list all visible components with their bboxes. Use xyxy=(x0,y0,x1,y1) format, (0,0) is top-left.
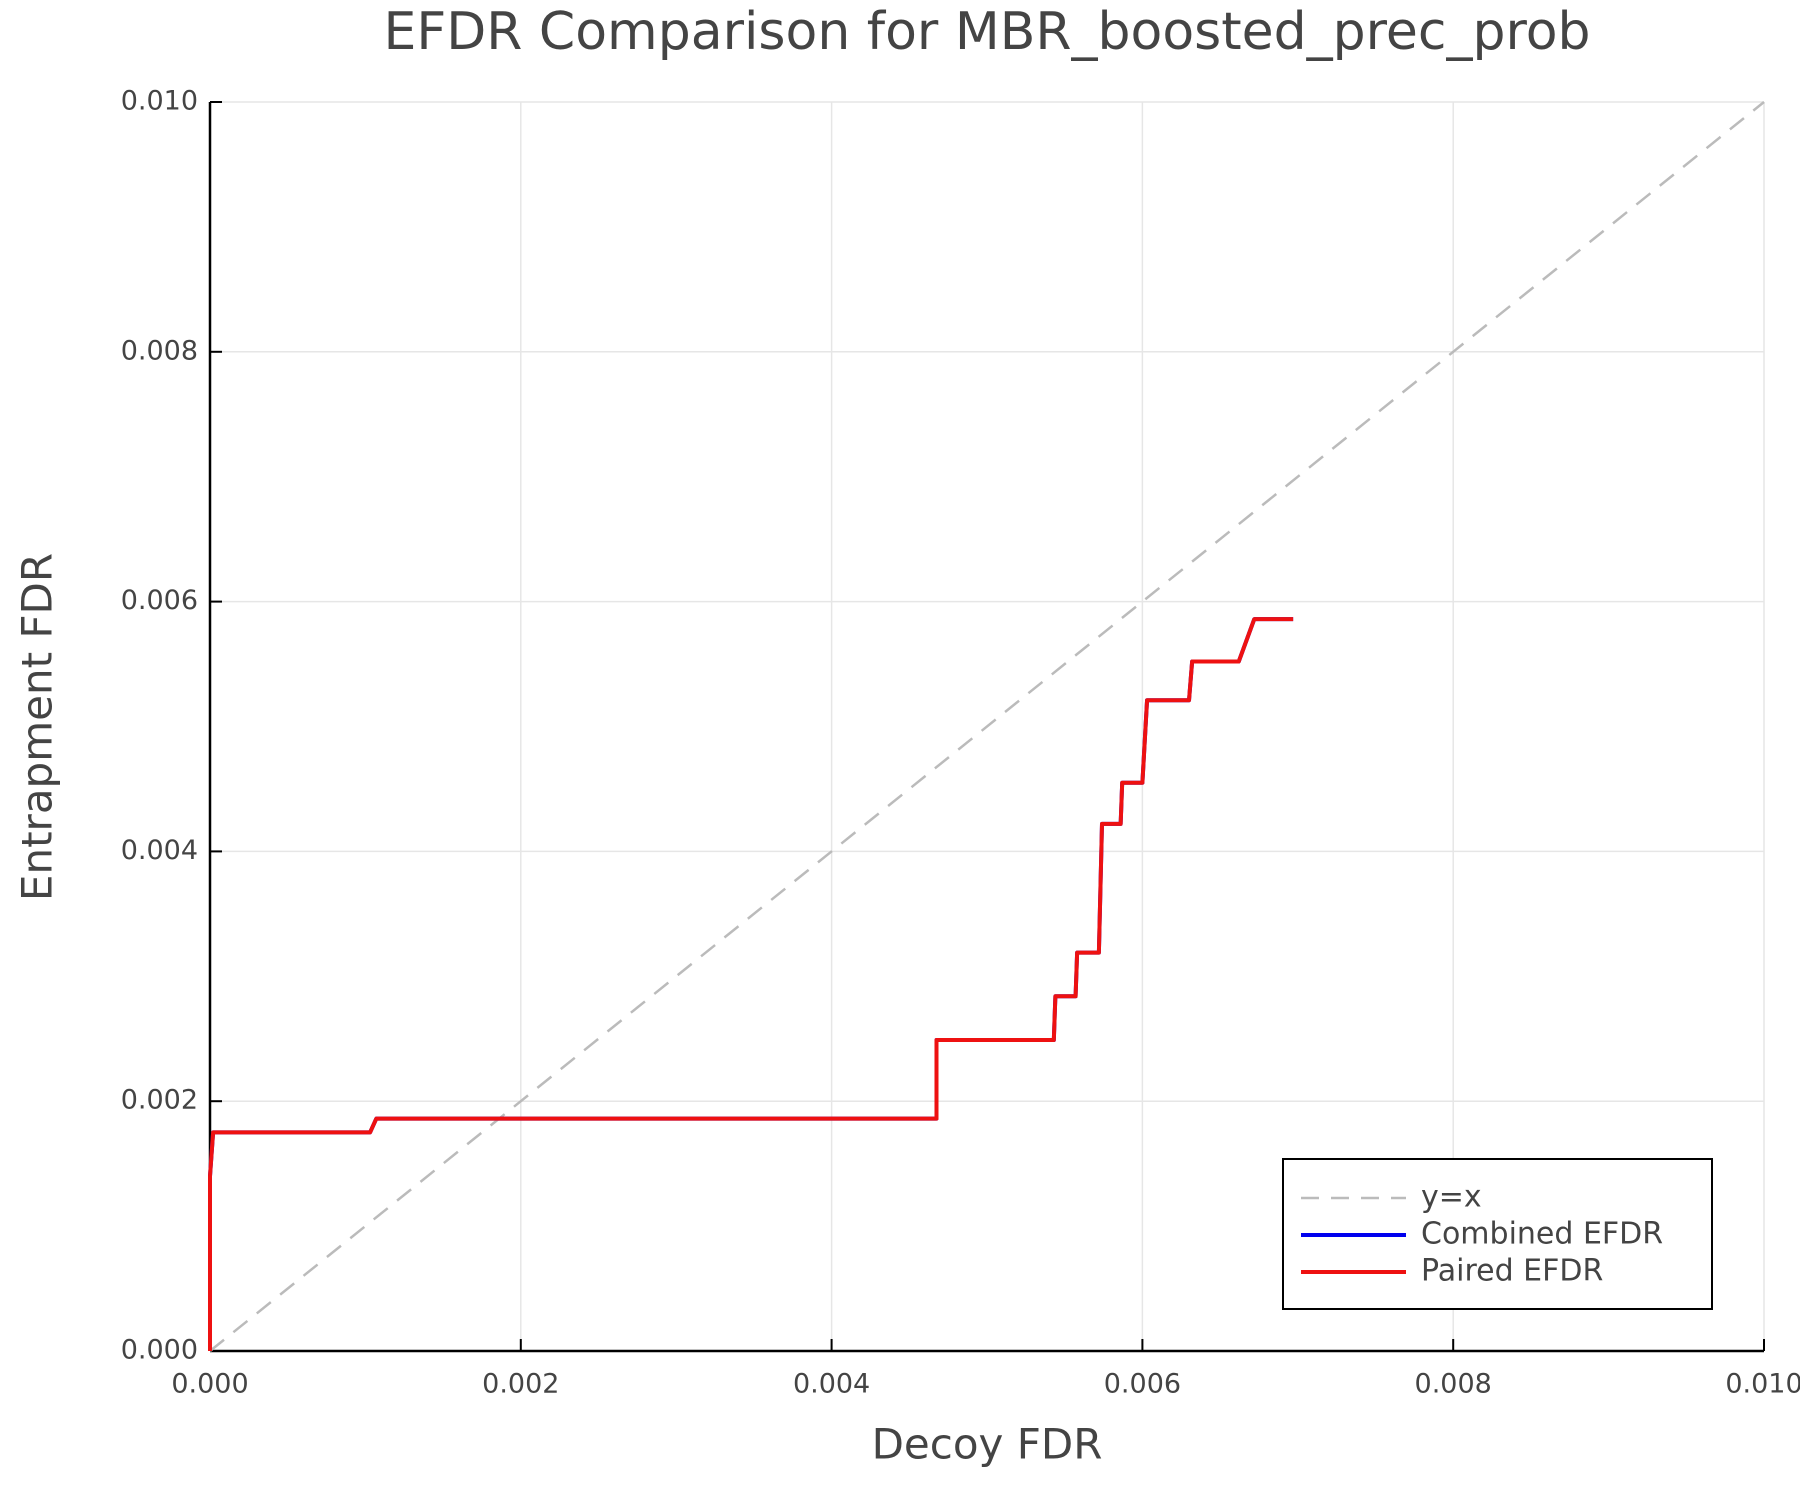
x-tick-label: 0.006 xyxy=(1104,1369,1181,1400)
x-tick-label: 0.008 xyxy=(1415,1369,1492,1400)
series-line xyxy=(208,617,1294,1351)
series-line xyxy=(209,101,1765,1352)
y-tick-label: 0.004 xyxy=(121,835,198,866)
y-tick-label: 0.006 xyxy=(121,585,198,616)
series-line xyxy=(208,617,1294,1351)
x-tick-label: 0.000 xyxy=(171,1369,248,1400)
x-tick-label: 0.002 xyxy=(482,1369,559,1400)
x-tick-label: 0.004 xyxy=(793,1369,870,1400)
chart-title: EFDR Comparison for MBR_boosted_prec_pro… xyxy=(383,2,1590,62)
y-tick-label: 0.010 xyxy=(121,86,198,117)
legend-label: Combined EFDR xyxy=(1421,1217,1663,1252)
y-axis-label: Entrapment FDR xyxy=(13,553,62,901)
y-tick-label: 0.008 xyxy=(121,335,198,366)
x-axis-label: Decoy FDR xyxy=(872,1420,1103,1469)
x-tick-label: 0.010 xyxy=(1725,1369,1800,1400)
legend-label: y=x xyxy=(1421,1180,1482,1215)
y-tick-label: 0.002 xyxy=(121,1085,198,1116)
legend-label: Paired EFDR xyxy=(1421,1254,1603,1289)
y-tick-label: 0.000 xyxy=(121,1335,198,1366)
